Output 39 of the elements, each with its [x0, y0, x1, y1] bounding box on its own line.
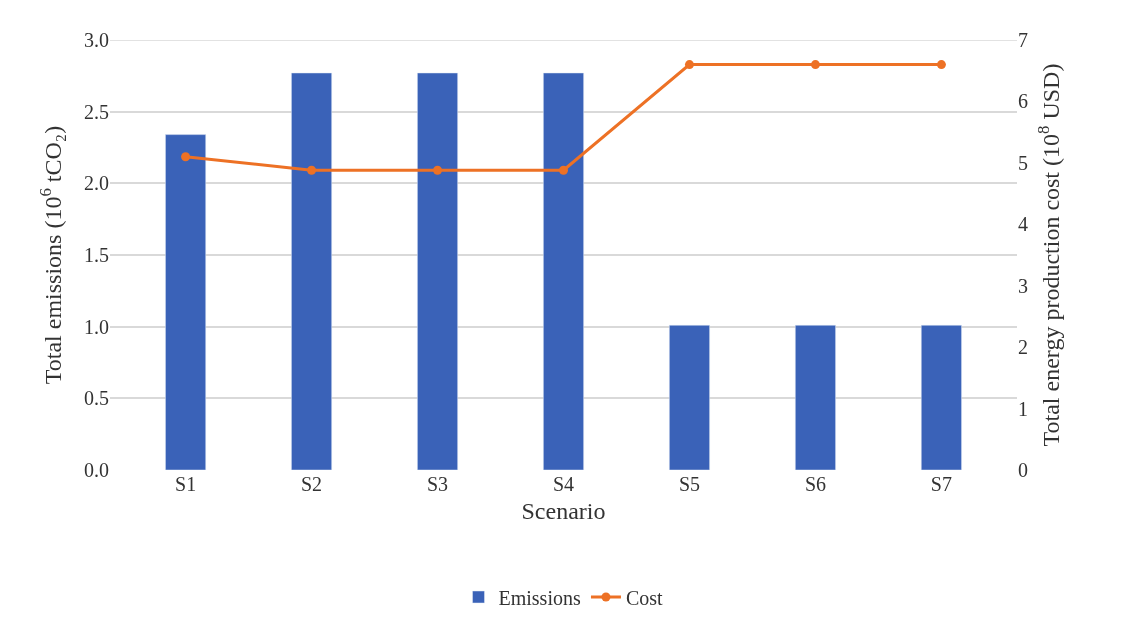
x-tick-label: S1: [175, 473, 197, 495]
bar: [165, 134, 206, 470]
y2-tick-label: 5: [1018, 151, 1028, 174]
bar: [669, 324, 710, 470]
x-tick-label: S5: [678, 473, 701, 495]
y2-tick-label: 1: [1018, 397, 1028, 420]
y-tick-label: 2.0: [84, 172, 109, 195]
point: [559, 165, 568, 175]
y-tick-label: 3.0: [84, 29, 109, 51]
y2-tick-label: 2: [1018, 336, 1028, 359]
point: [936, 60, 946, 70]
x-tick-label: S3: [426, 473, 449, 495]
y-tick-label: 1.5: [84, 244, 109, 266]
legend-label: Cost: [625, 586, 664, 609]
y2-tick-label: 0: [1018, 459, 1028, 481]
y2-tick-label: 4: [1018, 213, 1028, 236]
legend-label: Emissions: [498, 586, 581, 609]
point: [307, 165, 317, 175]
x-tick-label: S4: [552, 473, 575, 495]
x-tick-label: S6: [804, 473, 826, 495]
y-tick-label: 2.5: [84, 100, 109, 123]
x-axis-title: Scenario: [521, 498, 606, 525]
bar: [921, 324, 962, 470]
bar: [417, 72, 458, 470]
point: [810, 60, 820, 70]
y-tick-label: 1.0: [84, 315, 109, 338]
y2-tick-label: 3: [1018, 274, 1028, 297]
y2-tick-label: 7: [1018, 29, 1028, 51]
y-tick-label: 0.0: [84, 459, 109, 481]
x-tick-label: S7: [930, 473, 952, 495]
point: [684, 60, 694, 70]
bar: [291, 72, 332, 470]
y-tick-label: 0.5: [84, 387, 109, 410]
bar: [795, 324, 836, 470]
x-tick-label: S2: [301, 473, 323, 495]
point: [181, 152, 191, 162]
point: [433, 165, 443, 175]
bar: [543, 72, 584, 470]
y2-tick-label: 6: [1018, 90, 1028, 113]
